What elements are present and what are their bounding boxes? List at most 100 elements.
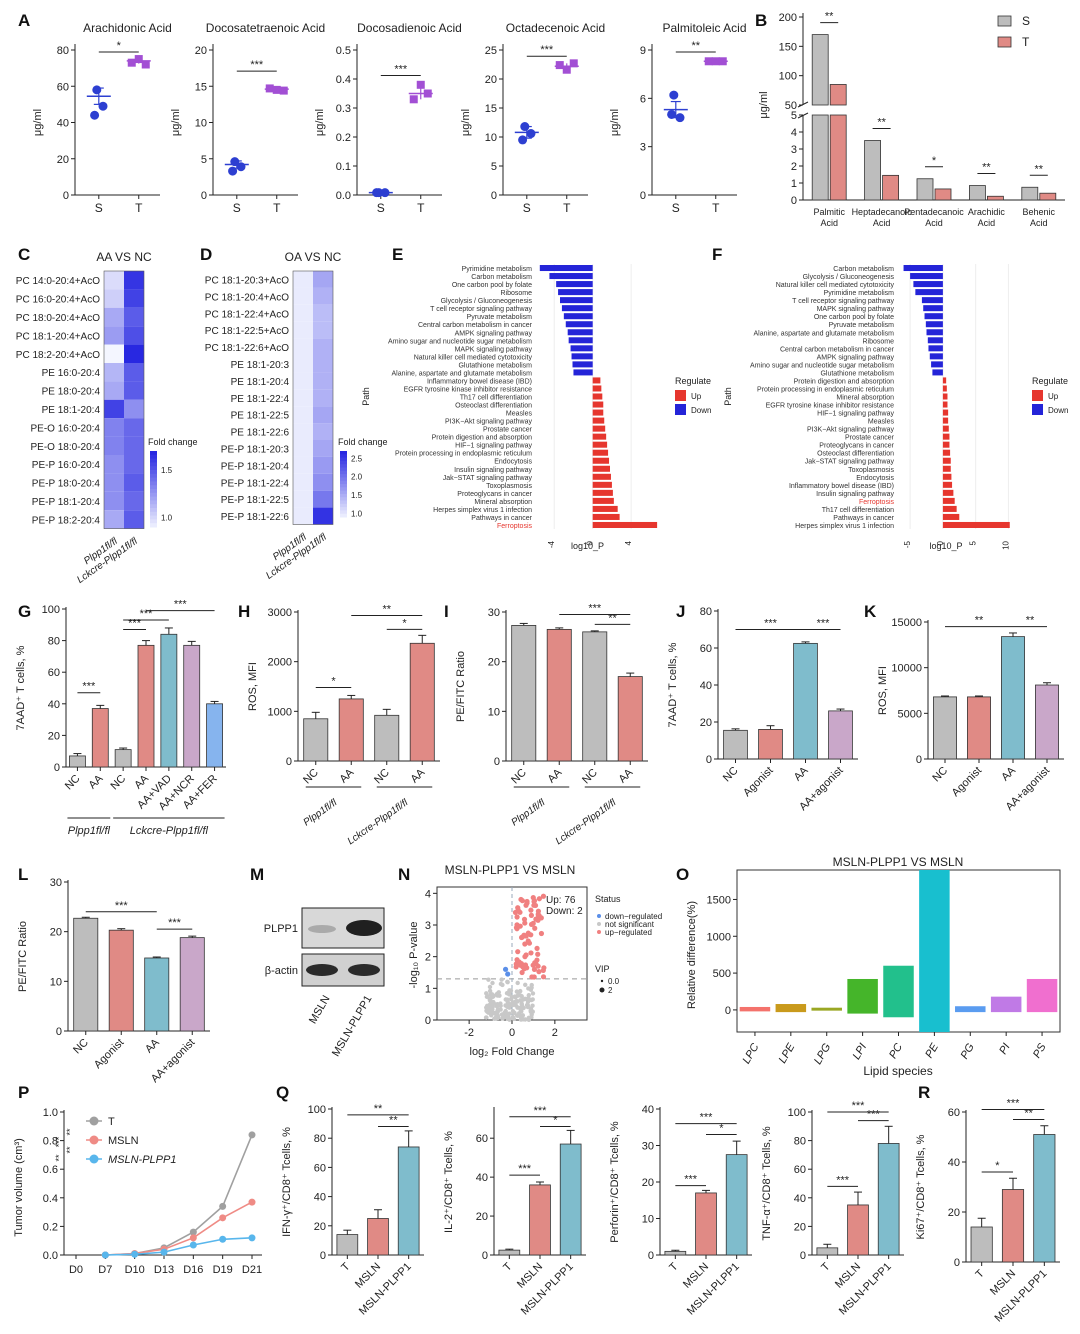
panel-d-legend-title: Fold change xyxy=(338,437,388,447)
panel-k-y-tick-label: 0 xyxy=(916,754,922,766)
panel-d-row-label: PC 18:1-20:3+AcO xyxy=(205,275,289,286)
panel-f-bar xyxy=(942,385,947,392)
panel-n-point-ns xyxy=(487,988,493,994)
panel-c-cell xyxy=(104,307,124,327)
panel-d-cell xyxy=(293,423,313,440)
panel-e-path-label: Proteoglycans in cancer xyxy=(457,491,532,498)
panel-b-bar-s-lower xyxy=(811,114,829,201)
panel-g-bar xyxy=(160,633,178,768)
panel-h-bar xyxy=(303,718,329,762)
panel-b-bar-t xyxy=(829,84,847,106)
panel-n-point-up xyxy=(523,952,529,958)
panel-d-legend-step xyxy=(340,507,347,511)
panel-c-legend-step xyxy=(150,496,157,501)
panel-f-path-label: Alanine, aspartate and glutamate metabol… xyxy=(754,330,895,337)
panel-n-point-ns xyxy=(515,980,520,986)
panel-k-bar xyxy=(933,696,957,760)
panel-e-bar xyxy=(560,297,593,304)
panel-e-path-label: Ferroptosis xyxy=(497,523,533,530)
panel-k-bar xyxy=(1035,684,1059,760)
panel-n-point-ns xyxy=(530,991,536,996)
panel-n-point-ns xyxy=(489,1010,495,1015)
panel-a-4-t-point xyxy=(562,65,571,74)
panel-e-bar xyxy=(549,273,593,280)
panel-n-legend-dot xyxy=(597,930,601,934)
panel-d-cell xyxy=(293,389,313,407)
panel-o-x-label: LPE xyxy=(777,1041,798,1066)
panel-n-point-ns xyxy=(520,1013,526,1018)
panel-f-path-label: Glutathione metabolism xyxy=(820,370,894,377)
panel-q-4-y-tick-label: 80 xyxy=(794,1136,806,1148)
panel-d-cell xyxy=(293,456,313,474)
panel-j-sig-label: *** xyxy=(764,618,778,630)
panel-d-row-label: PC 18:1-22:4+AcO xyxy=(205,309,289,320)
panel-d-row-label: PE 18:1-22:6 xyxy=(231,428,290,439)
panel-f-legend-label: Up xyxy=(1048,392,1059,401)
panel-b-bar-t xyxy=(934,188,952,201)
panel-d-row-label: PE 18:1-20:3 xyxy=(231,360,290,371)
panel-e-path-label: Alanine, aspartate and glutamate metabol… xyxy=(392,370,533,377)
panel-i-bar xyxy=(582,631,608,762)
panel-c-row-label: PC 16:0-20:4+AcO xyxy=(16,295,100,306)
panel-f-x-tick-label: -5 xyxy=(903,540,912,548)
panel-a-3-ylabel: μg/ml xyxy=(314,109,326,136)
panel-n-vip-label: 2 xyxy=(608,986,613,995)
panel-o-bar xyxy=(990,996,1022,1013)
panel-e-x-tick-label: -4 xyxy=(547,540,556,548)
panel-n-point-ns xyxy=(484,994,490,1000)
panel-c-cell xyxy=(104,326,124,345)
panel-q-4-x-label: T xyxy=(819,1260,832,1273)
panel-q-2-y-tick-label: 0 xyxy=(482,1250,488,1262)
panel-c-cell xyxy=(104,271,124,290)
panel-letter-J: J xyxy=(676,602,685,621)
panel-h-y-tick-label: 1000 xyxy=(268,706,292,718)
panel-n-point-up xyxy=(528,950,534,956)
panel-c-frame xyxy=(103,270,145,529)
panel-m-band-label: β-actin xyxy=(265,965,298,977)
panel-a-3-t-point xyxy=(409,95,418,104)
panel-p-legend-label: MSLN-PLPP1 xyxy=(108,1154,176,1166)
panel-g-bar xyxy=(91,708,109,768)
panel-k-ylabel: ROS, MFI xyxy=(877,666,889,715)
panel-letter-E: E xyxy=(392,245,403,264)
panel-p-series-point xyxy=(248,1131,256,1139)
panel-c-row-label: PC 18:0-20:4+AcO xyxy=(16,313,100,324)
panel-l-y-tick-label: 0 xyxy=(56,1026,62,1038)
panel-c-cell xyxy=(104,289,124,308)
panel-e-path-label: Pyrimidine metabolism xyxy=(462,266,533,273)
panel-g-sig-label: *** xyxy=(140,608,154,620)
panel-a-2-sig-label: *** xyxy=(250,59,264,71)
panel-o-x-label: PG xyxy=(959,1041,978,1061)
panel-g-y-tick-label: 100 xyxy=(42,604,60,616)
panel-n-point-up xyxy=(522,920,528,926)
panel-g-bar xyxy=(183,644,201,768)
panel-n-point-ns xyxy=(518,988,523,994)
panel-f-bar xyxy=(942,497,955,504)
panel-h-bar xyxy=(409,642,435,762)
panel-d-legend-step xyxy=(340,510,347,515)
panel-o-bar xyxy=(739,1006,771,1012)
panel-q-1-bar xyxy=(367,1218,389,1256)
panel-d-cell xyxy=(313,423,333,440)
panel-d-row-label: PE-P 18:1-22:4 xyxy=(221,478,290,489)
panel-d-cell xyxy=(293,473,313,491)
panel-e-bar xyxy=(592,457,610,464)
panel-b-bar-t xyxy=(987,195,1004,201)
panel-d-cell xyxy=(293,406,313,424)
panel-n-point-ns xyxy=(495,1007,501,1012)
panel-b-bar-s xyxy=(811,34,829,106)
panel-f-ylabel: Path xyxy=(723,387,733,406)
panel-c-cell xyxy=(124,381,144,400)
panel-e-bar xyxy=(567,329,593,336)
panel-q-4-y-tick-label: 0 xyxy=(800,1250,806,1262)
panel-n-point-up xyxy=(526,940,533,946)
panel-r-y-tick-label: 60 xyxy=(948,1107,960,1119)
panel-e-xlabel: log10_P xyxy=(571,541,604,551)
panel-o-bar xyxy=(775,1004,807,1013)
panel-c-cell xyxy=(104,381,124,400)
panel-f-bar xyxy=(932,369,943,376)
panel-f-path-label: PI3K−Akt signaling pathway xyxy=(807,427,894,434)
panel-d-cell xyxy=(293,304,313,322)
panel-c-cell xyxy=(124,307,144,327)
panel-g-y-tick-label: 40 xyxy=(48,699,60,711)
